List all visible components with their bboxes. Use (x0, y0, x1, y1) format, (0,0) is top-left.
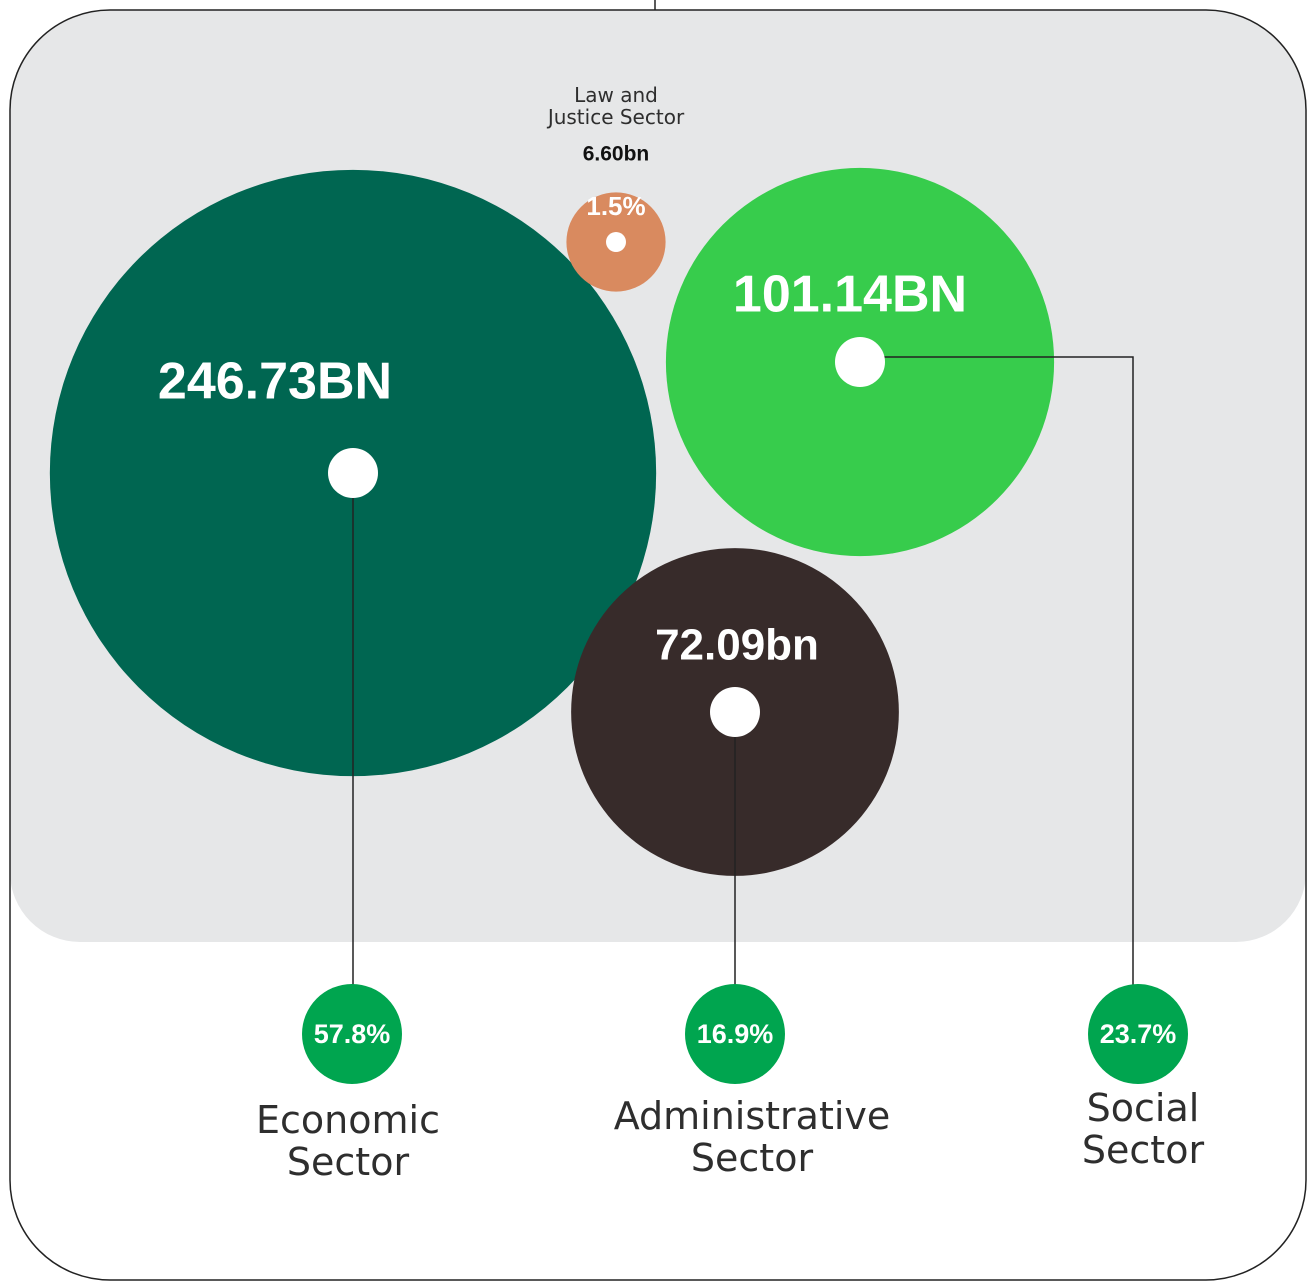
share-circle (1088, 984, 1188, 1084)
sector-name: Social Sector (1082, 1086, 1205, 1172)
center-dot (710, 687, 760, 737)
value-label: 6.60bn (583, 143, 650, 166)
sector-name: Law and Justice Sector (546, 83, 685, 129)
share-circle (685, 984, 785, 1084)
share-label: 57.8% (314, 1019, 391, 1049)
share-circle (302, 984, 402, 1084)
frame (9, 9, 1307, 1281)
share-label: 23.7% (1100, 1019, 1177, 1049)
sector-name: Administrative Sector (614, 1094, 891, 1180)
connector-line (860, 356, 1134, 990)
sector-name: Economic Sector (256, 1098, 440, 1184)
connectors (352, 356, 1134, 990)
center-dot (835, 337, 885, 387)
share-label: 16.9% (697, 1019, 774, 1049)
value-label: 246.73BN (158, 353, 392, 411)
share-label: 1.5% (586, 191, 645, 221)
value-label: 101.14BN (733, 266, 967, 324)
center-dot (328, 448, 378, 498)
value-label: 72.09bn (655, 621, 819, 670)
center-dot (606, 232, 626, 252)
